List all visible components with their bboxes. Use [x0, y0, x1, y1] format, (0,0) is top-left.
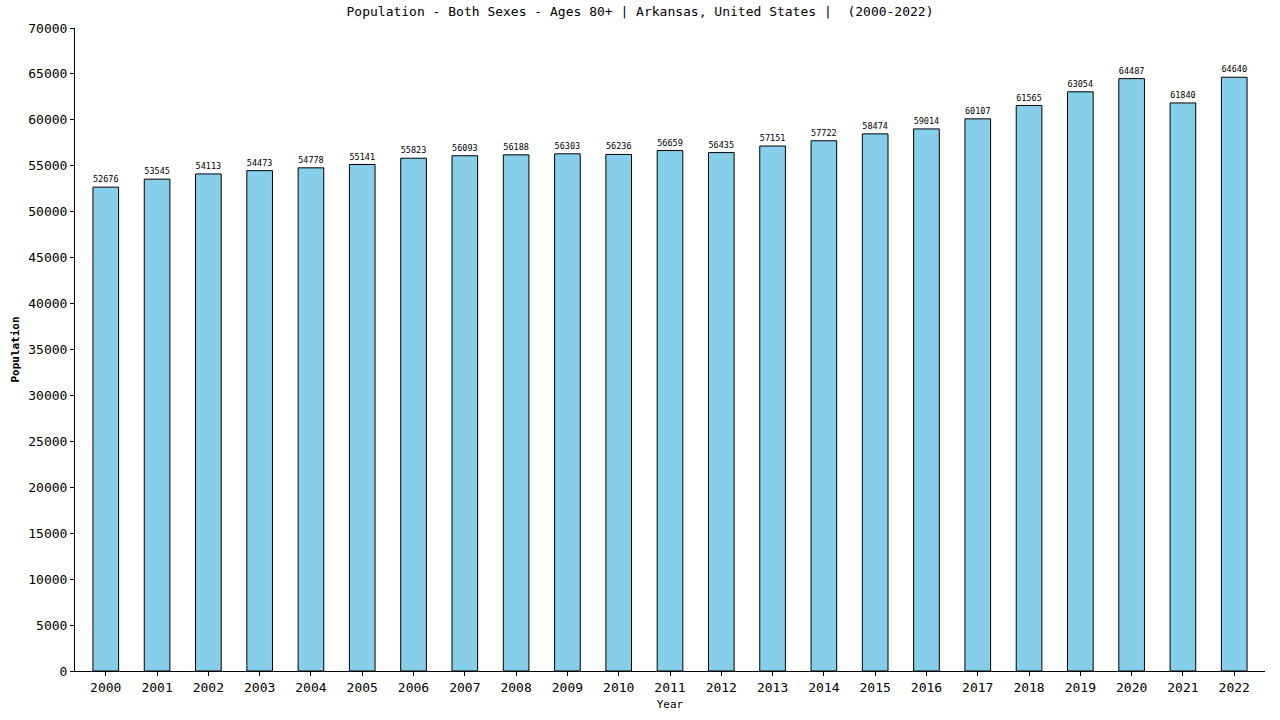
- svg-text:2003: 2003: [244, 680, 275, 695]
- svg-text:5000: 5000: [36, 618, 67, 633]
- svg-text:2010: 2010: [603, 680, 634, 695]
- svg-text:Population - Both Sexes - Ages: Population - Both Sexes - Ages 80+ | Ark…: [347, 4, 934, 19]
- svg-text:2007: 2007: [449, 680, 480, 695]
- svg-text:65000: 65000: [28, 66, 67, 81]
- svg-text:2021: 2021: [1167, 680, 1198, 695]
- svg-text:56093: 56093: [452, 143, 478, 153]
- svg-text:56236: 56236: [606, 141, 632, 151]
- svg-text:59014: 59014: [914, 116, 940, 126]
- svg-text:35000: 35000: [28, 342, 67, 357]
- svg-text:61565: 61565: [1016, 93, 1042, 103]
- svg-text:2001: 2001: [141, 680, 172, 695]
- svg-text:2000: 2000: [90, 680, 121, 695]
- svg-text:52676: 52676: [93, 174, 119, 184]
- svg-text:2019: 2019: [1065, 680, 1096, 695]
- svg-text:56435: 56435: [708, 140, 734, 150]
- svg-text:61840: 61840: [1170, 90, 1196, 100]
- svg-text:64487: 64487: [1119, 66, 1145, 76]
- svg-text:2008: 2008: [500, 680, 531, 695]
- svg-text:30000: 30000: [28, 388, 67, 403]
- svg-text:57722: 57722: [811, 128, 837, 138]
- svg-text:56659: 56659: [657, 138, 683, 148]
- svg-text:2012: 2012: [706, 680, 737, 695]
- svg-text:2011: 2011: [654, 680, 685, 695]
- svg-text:2005: 2005: [347, 680, 378, 695]
- svg-text:2018: 2018: [1013, 680, 1044, 695]
- svg-text:2013: 2013: [757, 680, 788, 695]
- svg-text:55000: 55000: [28, 158, 67, 173]
- svg-text:58474: 58474: [862, 121, 888, 131]
- svg-text:57151: 57151: [760, 133, 786, 143]
- svg-text:2009: 2009: [552, 680, 583, 695]
- svg-text:2004: 2004: [295, 680, 326, 695]
- svg-text:53545: 53545: [144, 166, 170, 176]
- svg-text:2002: 2002: [193, 680, 224, 695]
- svg-text:54778: 54778: [298, 155, 324, 165]
- svg-text:70000: 70000: [28, 21, 67, 36]
- svg-text:2016: 2016: [911, 680, 942, 695]
- svg-text:54473: 54473: [247, 158, 273, 168]
- svg-text:2014: 2014: [808, 680, 839, 695]
- svg-text:56303: 56303: [555, 141, 581, 151]
- svg-text:0: 0: [60, 664, 68, 679]
- svg-text:54113: 54113: [196, 161, 222, 171]
- svg-text:63054: 63054: [1068, 79, 1094, 89]
- svg-text:2022: 2022: [1219, 680, 1250, 695]
- svg-text:50000: 50000: [28, 204, 67, 219]
- svg-text:60107: 60107: [965, 106, 991, 116]
- svg-text:60000: 60000: [28, 112, 67, 127]
- svg-text:45000: 45000: [28, 250, 67, 265]
- svg-text:40000: 40000: [28, 296, 67, 311]
- svg-text:55141: 55141: [349, 152, 375, 162]
- svg-text:64640: 64640: [1221, 64, 1247, 74]
- svg-text:2020: 2020: [1116, 680, 1147, 695]
- svg-text:2015: 2015: [860, 680, 891, 695]
- svg-text:55823: 55823: [401, 145, 427, 155]
- svg-text:10000: 10000: [28, 572, 67, 587]
- svg-text:Year: Year: [657, 698, 684, 711]
- svg-text:20000: 20000: [28, 480, 67, 495]
- svg-text:2017: 2017: [962, 680, 993, 695]
- svg-text:Population: Population: [9, 316, 22, 382]
- svg-text:56188: 56188: [503, 142, 529, 152]
- svg-text:25000: 25000: [28, 434, 67, 449]
- svg-text:2006: 2006: [398, 680, 429, 695]
- svg-text:15000: 15000: [28, 526, 67, 541]
